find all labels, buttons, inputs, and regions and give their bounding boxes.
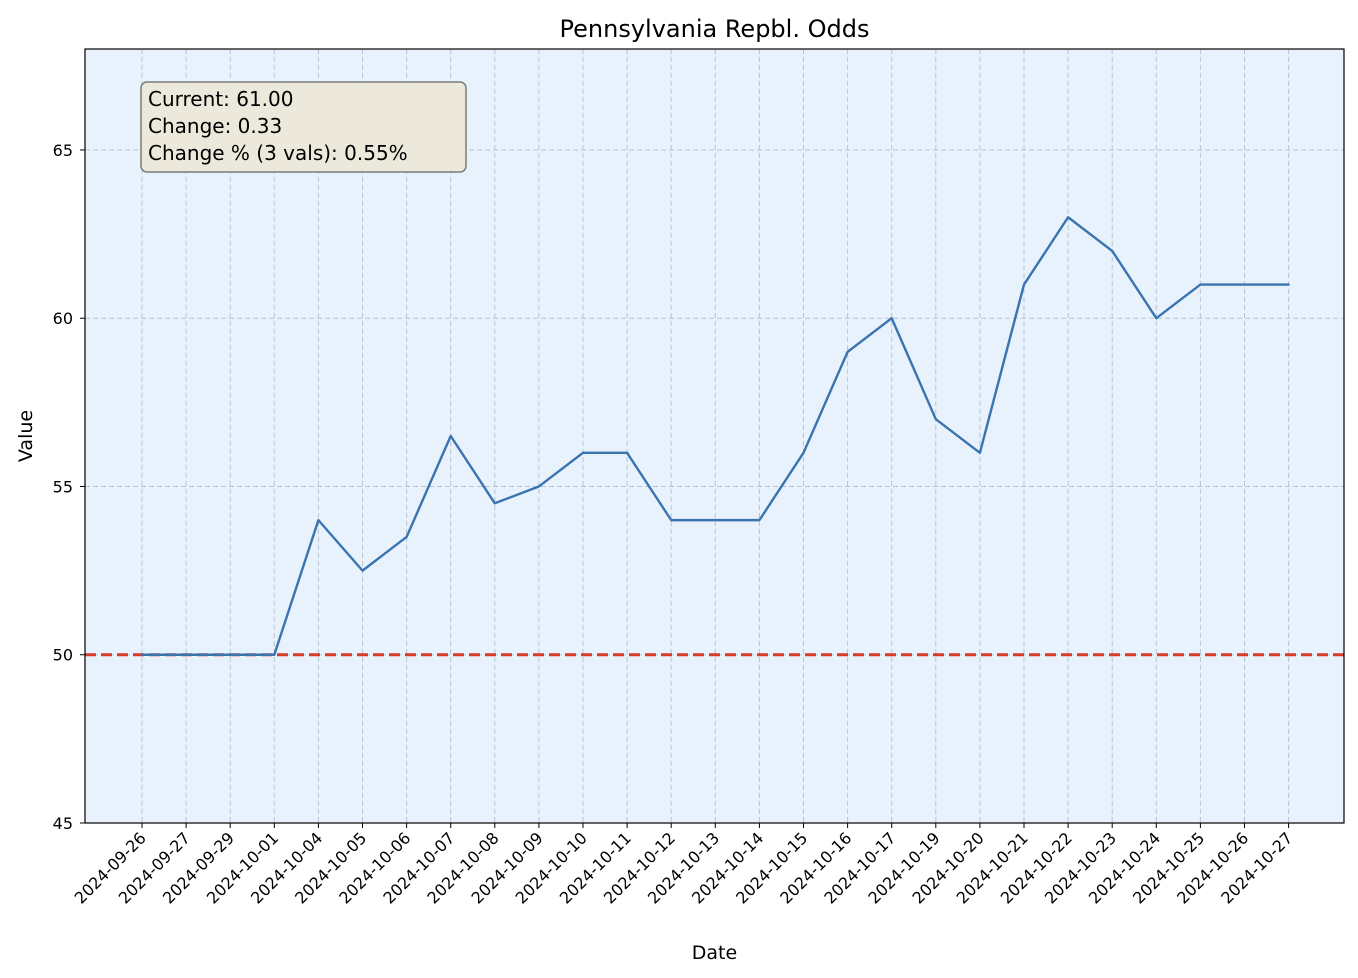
y-axis-title: Value bbox=[15, 410, 37, 462]
info-box-background bbox=[140, 81, 467, 173]
y-tick-label: 45 bbox=[53, 814, 73, 833]
y-tick-label: 65 bbox=[53, 141, 73, 160]
info-change: Change: 0.33 bbox=[148, 114, 282, 138]
info-box: Current: 61.00 Change: 0.33 Change % (3 … bbox=[140, 81, 467, 173]
y-tick-label: 55 bbox=[53, 477, 73, 496]
y-axis: 45 50 55 60 65 bbox=[53, 141, 85, 833]
plot-area bbox=[85, 49, 1344, 823]
y-tick-label: 60 bbox=[53, 309, 73, 328]
x-axis-title: Date bbox=[692, 942, 737, 964]
plot-frame bbox=[84, 48, 1345, 824]
chart-title: Pennsylvania Repbl. Odds bbox=[560, 15, 870, 43]
info-change-percent: Change % (3 vals): 0.55% bbox=[148, 141, 408, 165]
series-layer bbox=[140, 216, 1290, 656]
y-tick-label: 50 bbox=[53, 646, 73, 665]
x-axis: 2024-09-262024-09-272024-09-292024-10-01… bbox=[71, 823, 1296, 908]
info-current: Current: 61.00 bbox=[148, 87, 293, 111]
